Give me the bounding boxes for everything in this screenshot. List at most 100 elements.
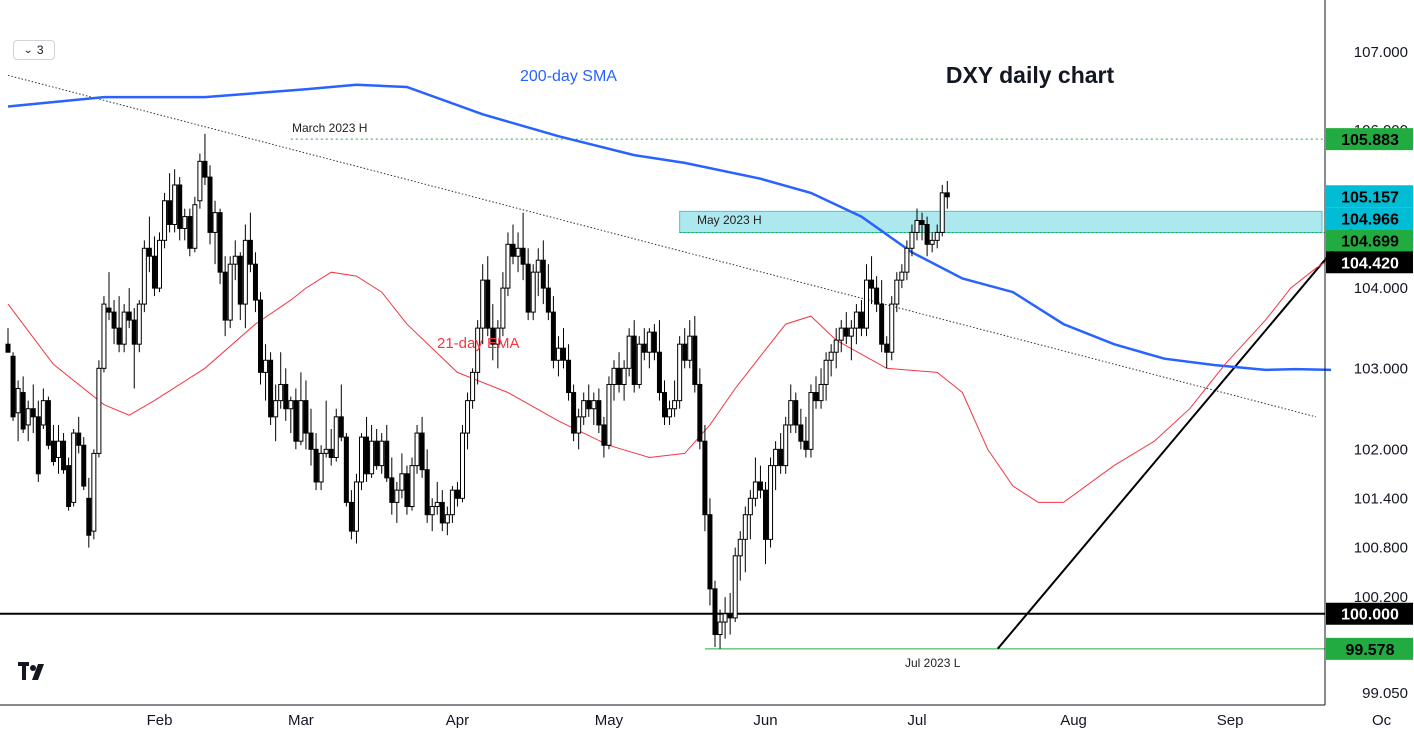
candle-body-down <box>10 355 16 418</box>
candle-body-up <box>899 271 905 281</box>
candle-body-down <box>874 287 880 305</box>
candle-body-down <box>5 343 11 353</box>
moving-averages-layer <box>7 83 1337 503</box>
trendlines-layer <box>7 74 1363 650</box>
candle-body-down <box>520 247 526 265</box>
price-tag-value: 105.157 <box>1341 189 1399 206</box>
candle <box>555 336 561 377</box>
candle <box>515 232 521 273</box>
time-axis-label: Sep <box>1217 712 1244 729</box>
candle <box>111 300 117 345</box>
price-tag-bg <box>1326 185 1413 208</box>
candle-body-up <box>157 239 162 289</box>
candle-body-up <box>232 255 238 265</box>
tradingview-logo[interactable] <box>18 662 54 680</box>
candle <box>25 400 31 442</box>
candle <box>338 384 344 442</box>
candle <box>157 232 162 293</box>
candle <box>853 304 859 345</box>
candle-body-up <box>555 347 561 361</box>
candle <box>414 424 420 474</box>
candle-body-up <box>399 473 405 491</box>
indicators-toggle-button[interactable]: ⌄ 3 <box>13 40 55 60</box>
price-axis-label: 103.000 <box>1354 360 1408 377</box>
candle-body-down <box>217 212 223 273</box>
candle <box>656 320 662 401</box>
price-axis-label: 99.050 <box>1362 685 1408 702</box>
candle-body-down <box>924 223 930 245</box>
candle <box>106 272 112 321</box>
time-axis-label: Feb <box>147 712 173 729</box>
candle-body-up <box>929 239 935 245</box>
candle-body-up <box>737 538 743 557</box>
candle-body-down <box>384 440 390 479</box>
candle-body-up <box>768 465 774 540</box>
candle-body-up <box>353 481 359 532</box>
candle <box>874 276 880 313</box>
candle-body-down <box>167 200 173 225</box>
price-axis[interactable]: 107.000106.000104.000103.000102.000101.4… <box>1354 44 1408 702</box>
candle-body-down <box>697 383 703 442</box>
candle-body-down <box>561 347 566 361</box>
candle-body-up <box>71 432 77 503</box>
candle <box>626 328 632 377</box>
candle-body-down <box>338 416 344 438</box>
candle <box>131 308 137 389</box>
candle <box>934 224 940 249</box>
candle-body-down <box>131 319 137 345</box>
candle-body-down <box>268 359 274 418</box>
candle-body-up <box>914 220 920 233</box>
candle <box>848 320 854 361</box>
candle-body-down <box>146 247 152 257</box>
candle-body-down <box>151 255 157 289</box>
candle <box>540 240 546 305</box>
candle-body-up <box>15 388 21 414</box>
candle <box>687 320 693 369</box>
candle <box>550 296 556 369</box>
candle <box>490 304 496 361</box>
candle-body-down <box>404 473 410 508</box>
time-axis[interactable]: Feb Mar Apr May Jun Jul Aug Sep Oc <box>147 712 1392 729</box>
candle-body-up <box>939 192 945 233</box>
candle-body-down <box>30 408 36 418</box>
candle <box>439 490 445 532</box>
candle <box>884 336 890 369</box>
candle-body-up <box>444 514 450 524</box>
candle-body-down <box>20 392 26 430</box>
candle-body-up <box>672 400 678 410</box>
candle-body-up <box>576 416 582 434</box>
candles-layer <box>5 133 950 649</box>
candle <box>641 328 647 361</box>
candle-body-up <box>434 501 440 508</box>
candle <box>434 481 440 515</box>
candle-body-up <box>480 279 486 329</box>
candle <box>586 384 592 417</box>
candle <box>485 256 491 337</box>
candle-body-up <box>263 359 269 373</box>
price-tag-value: 104.420 <box>1341 255 1399 272</box>
candle-body-up <box>323 448 329 454</box>
sma200-label: 200-day SMA <box>520 68 617 85</box>
candle <box>621 360 627 401</box>
candle <box>187 208 193 257</box>
candle-body-up <box>449 489 455 516</box>
price-tag-value: 100.000 <box>1341 607 1399 624</box>
candle <box>798 408 804 450</box>
candle <box>742 506 748 573</box>
candle-body-up <box>864 279 869 329</box>
candle-body-down <box>843 327 849 337</box>
candle <box>45 396 51 450</box>
candle-body-down <box>485 279 491 329</box>
candle-body-down <box>207 176 213 233</box>
candle <box>353 473 359 544</box>
chart-title: DXY daily chart <box>946 62 1115 88</box>
candle-body-down <box>76 432 82 446</box>
candle-body-up <box>162 200 168 241</box>
candle-body-down <box>813 392 819 402</box>
price-tag: 100.000 <box>1326 602 1413 625</box>
horizontal-lines-layer <box>0 138 1325 650</box>
candle-body-down <box>803 440 809 450</box>
march-high-label: March 2023 H <box>292 121 367 135</box>
candle-body-down <box>490 327 496 345</box>
